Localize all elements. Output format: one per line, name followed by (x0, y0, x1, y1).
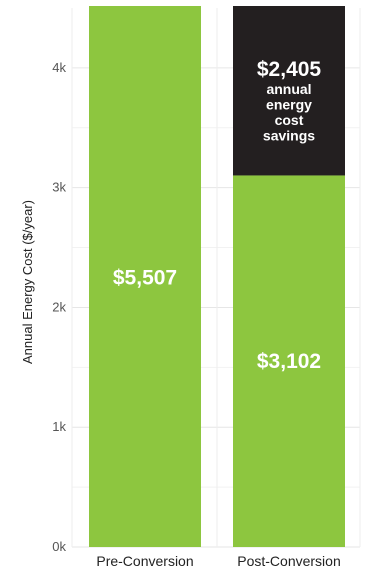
y-tick-label: 3k (52, 180, 66, 195)
savings-text-line: savings (263, 128, 315, 144)
savings-text-line: cost (275, 112, 304, 128)
bar-value-label: $5,507 (113, 267, 177, 290)
savings-text-line: annual (266, 81, 311, 97)
y-tick-label: 4k (52, 60, 66, 75)
bars (89, 6, 345, 547)
x-tick-label: Pre-Conversion (96, 553, 193, 569)
bar-value-label: $3,102 (257, 350, 321, 373)
y-axis-title: Annual Energy Cost ($/year) (20, 200, 35, 364)
bar-pre-conversion-segment-0 (89, 6, 201, 547)
savings-value-label: $2,405 (257, 58, 322, 81)
bar-post-conversion-segment-0 (233, 175, 345, 547)
y-tick-label: 0k (52, 539, 66, 554)
bar-post-conversion-segment-1 (233, 6, 345, 176)
labels: 0k 1k 2k 3k 4k Pre-Conversion $5,507 Post-Conve… (52, 58, 340, 569)
x-tick-label: Post-Conversion (237, 553, 341, 569)
savings-text-line: energy (266, 97, 312, 113)
y-tick-label: 2k (52, 299, 66, 314)
y-tick-label: 1k (52, 419, 66, 434)
